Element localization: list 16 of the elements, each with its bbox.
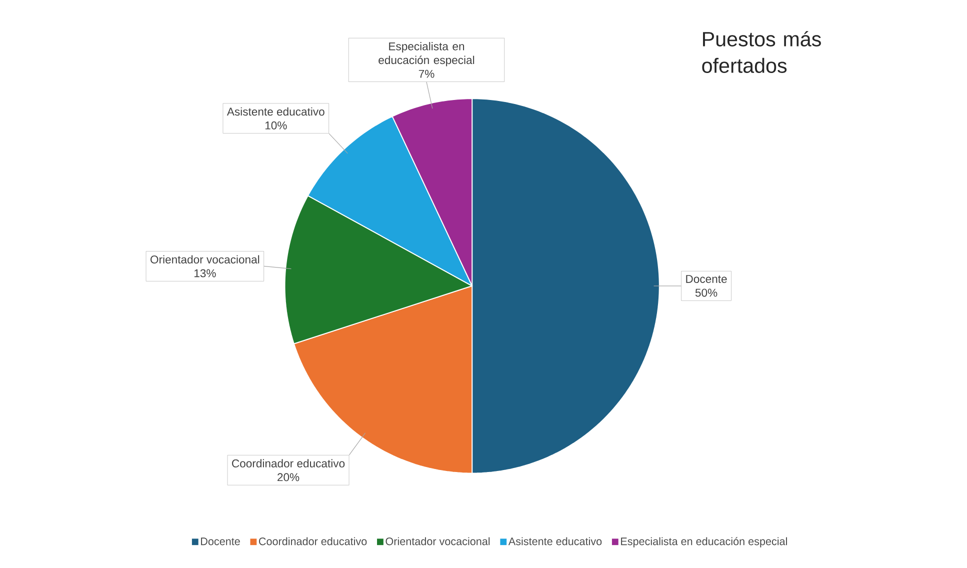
legend-label: Asistente educativo bbox=[508, 537, 602, 546]
slice-label: Coordinador educativo bbox=[232, 459, 345, 468]
chart-title: Puestos más ofertados bbox=[702, 31, 821, 74]
data-label: 50% bbox=[695, 288, 718, 297]
data-label: 20% bbox=[278, 473, 300, 482]
legend-label: Orientador vocacional bbox=[386, 537, 490, 546]
slice-label: Docente bbox=[686, 275, 727, 284]
slice-label: Especialista en educación especial bbox=[378, 42, 474, 66]
legend-label: Docente bbox=[201, 538, 240, 546]
legend-label: Coordinador educativo bbox=[259, 537, 367, 546]
data-label: 13% bbox=[194, 269, 216, 278]
legend-label: Especialista en educación especial bbox=[621, 537, 787, 548]
data-label: 10% bbox=[265, 121, 287, 130]
slice-label: Asistente educativo bbox=[226, 107, 324, 116]
slice-label: Orientador vocacional bbox=[150, 255, 260, 264]
data-label: 7% bbox=[418, 70, 434, 78]
